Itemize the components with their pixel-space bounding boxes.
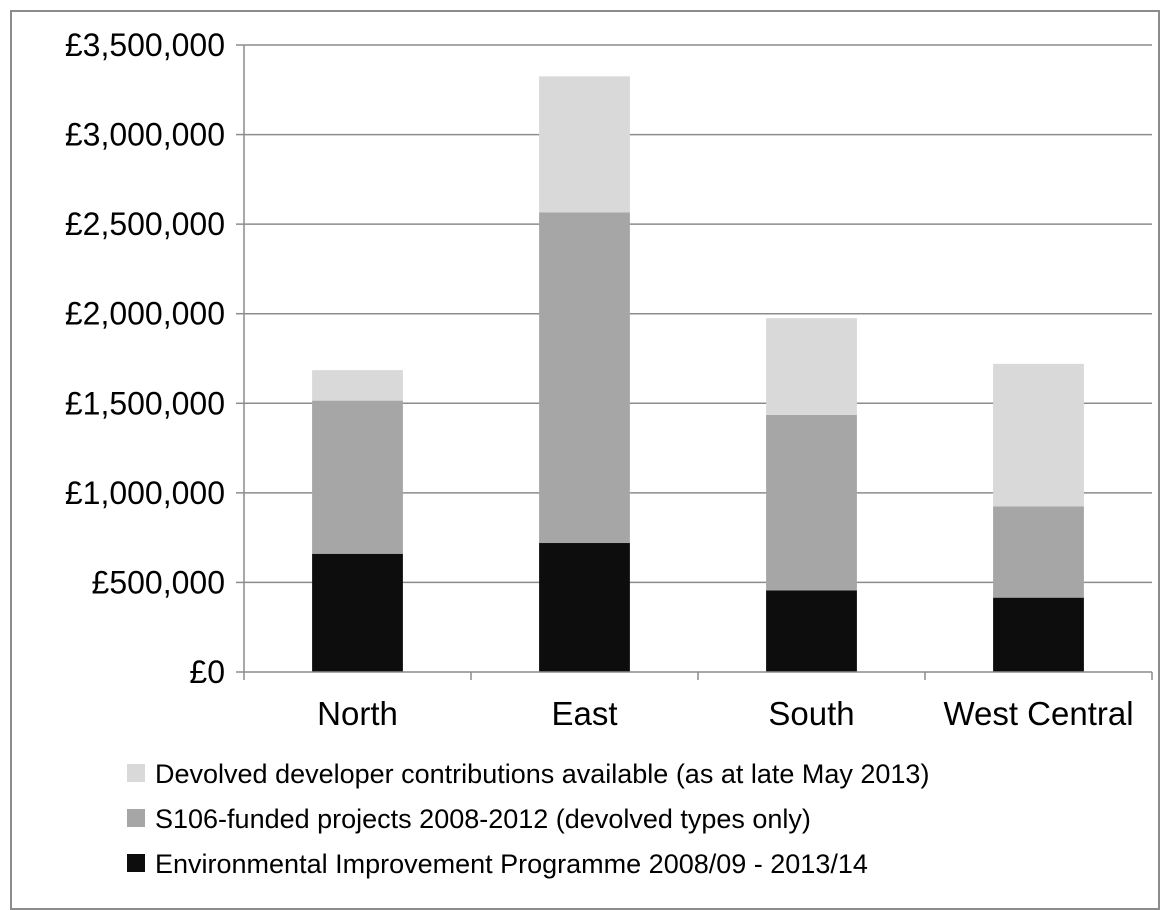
bar-segment-series-0-south — [766, 590, 857, 672]
x-tick-label: East — [551, 695, 617, 732]
y-tick-label: £3,000,000 — [65, 117, 225, 153]
legend: Devolved developer contributions availab… — [127, 759, 929, 879]
axes — [236, 44, 1153, 680]
x-tick-label: West Central — [943, 695, 1133, 732]
legend-swatch — [127, 764, 145, 782]
x-tick-label: South — [768, 695, 854, 732]
bar-segment-series-2-east — [539, 76, 630, 213]
y-tick-label: £2,000,000 — [65, 296, 225, 332]
bar-segment-series-0-west-central — [993, 597, 1084, 672]
y-tick-labels: £0 £500,000 £1,000,000 £1,500,000 £2,000,000… — [65, 27, 225, 690]
legend-entry: S106-funded projects 2008-2012 (devolved… — [127, 804, 811, 834]
bar-segment-series-0-north — [312, 553, 403, 672]
bar-segment-series-1-east — [539, 212, 630, 544]
legend-label: Environmental Improvement Programme 2008… — [155, 849, 868, 879]
legend-swatch — [127, 854, 145, 872]
bar-segment-series-1-north — [312, 400, 403, 554]
legend-entry: Devolved developer contributions availab… — [127, 759, 929, 789]
bars — [312, 76, 1084, 672]
y-tick-label: £500,000 — [92, 564, 225, 600]
bar-segment-series-2-south — [766, 318, 857, 415]
legend-swatch — [127, 809, 145, 827]
y-tick-label: £1,500,000 — [65, 385, 225, 421]
y-tick-label: £0 — [189, 654, 225, 690]
legend-label: Devolved developer contributions availab… — [155, 759, 929, 789]
y-tick-label: £2,500,000 — [65, 206, 225, 242]
bar-segment-series-0-east — [539, 543, 630, 672]
bar-segment-series-1-south — [766, 414, 857, 591]
legend-entry: Environmental Improvement Programme 2008… — [127, 849, 868, 879]
x-tick-label: North — [317, 695, 398, 732]
bar-segment-series-2-west-central — [993, 363, 1084, 507]
y-tick-label: £1,000,000 — [65, 475, 225, 511]
bar-segment-series-2-north — [312, 370, 403, 401]
x-tick-labels: North East South West Central — [317, 695, 1133, 732]
y-tick-label: £3,500,000 — [65, 27, 225, 63]
bar-segment-series-1-west-central — [993, 506, 1084, 598]
legend-label: S106-funded projects 2008-2012 (devolved… — [155, 804, 811, 834]
